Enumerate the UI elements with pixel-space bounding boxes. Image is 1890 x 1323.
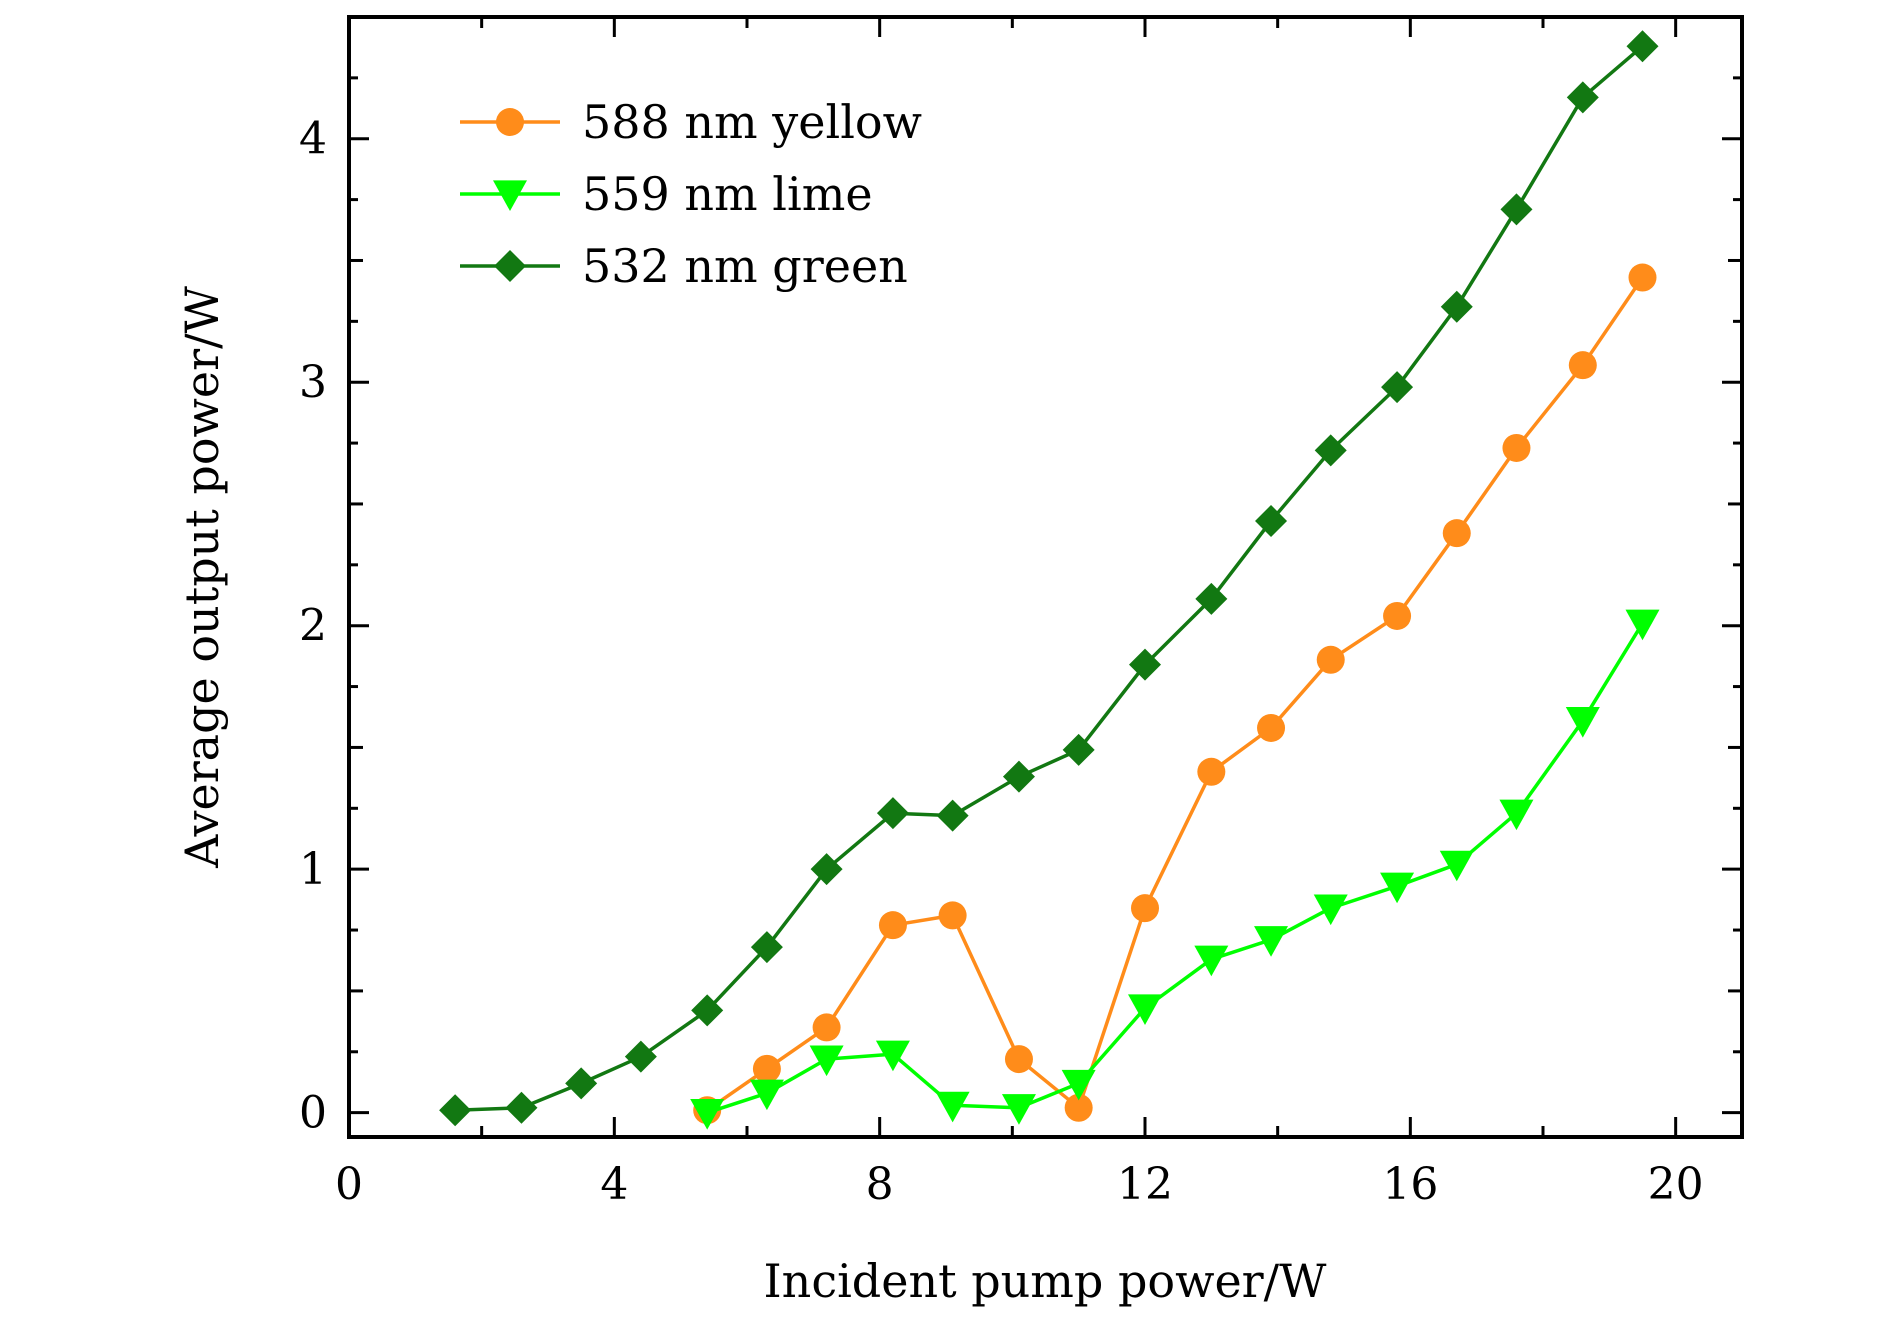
data-point-588-nm-yellow	[1442, 519, 1471, 548]
y-tick-label: 0	[299, 1088, 327, 1139]
x-tick-label: 0	[335, 1159, 363, 1210]
series-line-559-nm-lime	[706, 622, 1644, 1115]
series-588-nm-yellow	[693, 263, 1657, 1125]
data-point-559-nm-lime	[875, 1040, 910, 1072]
data-point-559-nm-lime	[809, 1045, 844, 1077]
data-point-532-nm-green	[624, 1040, 657, 1073]
data-point-588-nm-yellow	[1004, 1045, 1033, 1074]
data-point-532-nm-green	[1255, 505, 1288, 537]
y-tick-label: 2	[299, 601, 327, 652]
data-point-559-nm-lime	[1625, 609, 1660, 641]
legend-item-588-nm-yellow: 588 nm yellow	[460, 95, 922, 149]
data-point-532-nm-green	[1566, 81, 1599, 114]
plot-frame	[347, 15, 1744, 1139]
data-point-559-nm-lime	[749, 1079, 784, 1111]
data-point-588-nm-yellow	[1257, 713, 1286, 742]
x-tick-label: 8	[866, 1159, 894, 1210]
data-point-532-nm-green	[1381, 371, 1414, 404]
x-tick-label: 12	[1117, 1159, 1173, 1210]
data-point-559-nm-lime	[1194, 945, 1229, 977]
data-point-559-nm-lime	[1380, 872, 1415, 904]
data-point-532-nm-green	[1500, 193, 1533, 226]
data-point-532-nm-green	[810, 853, 843, 886]
data-point-532-nm-green	[750, 931, 783, 964]
data-point-532-nm-green	[1314, 434, 1347, 467]
legend-item-532-nm-green: 532 nm green	[460, 239, 908, 293]
series-layer	[439, 30, 1660, 1130]
data-point-532-nm-green	[1440, 290, 1473, 323]
data-point-532-nm-green	[1002, 760, 1035, 793]
data-point-588-nm-yellow	[1568, 351, 1597, 380]
data-point-588-nm-yellow	[1197, 757, 1226, 786]
data-point-559-nm-lime	[690, 1099, 725, 1130]
legend-item-559-nm-lime: 559 nm lime	[460, 167, 873, 221]
data-point-588-nm-yellow	[1064, 1093, 1093, 1122]
legend-marker	[493, 180, 527, 211]
series-line-588-nm-yellow	[706, 276, 1644, 1112]
data-point-532-nm-green	[936, 799, 969, 832]
data-point-588-nm-yellow	[878, 911, 907, 940]
data-point-588-nm-yellow	[1502, 433, 1531, 462]
legend-marker	[496, 108, 524, 136]
data-point-559-nm-lime	[1128, 994, 1162, 1025]
data-point-532-nm-green	[1195, 582, 1228, 615]
y-axis-label: Average output power/W	[175, 285, 229, 868]
x-tick-label: 16	[1382, 1159, 1438, 1210]
data-point-588-nm-yellow	[1131, 894, 1159, 923]
data-point-559-nm-lime	[1313, 894, 1348, 926]
data-point-588-nm-yellow	[812, 1013, 841, 1042]
y-tick-label: 3	[299, 357, 327, 408]
axis-ticks	[347, 15, 1742, 1137]
data-point-588-nm-yellow	[1628, 263, 1657, 292]
data-point-532-nm-green	[505, 1091, 538, 1124]
data-point-559-nm-lime	[1499, 799, 1534, 831]
legend-label: 532 nm green	[582, 239, 908, 293]
y-tick-label: 1	[299, 844, 327, 895]
series-559-nm-lime	[690, 609, 1660, 1130]
series-line-532-nm-green	[455, 44, 1644, 1112]
data-point-559-nm-lime	[1254, 926, 1289, 957]
data-point-559-nm-lime	[1061, 1069, 1096, 1101]
data-point-532-nm-green	[565, 1067, 598, 1100]
data-point-559-nm-lime	[935, 1091, 970, 1123]
data-point-588-nm-yellow	[938, 901, 967, 930]
x-tick-label: 20	[1648, 1159, 1704, 1210]
data-point-559-nm-lime	[1439, 850, 1474, 882]
x-axis-label: Incident pump power/W	[764, 1254, 1328, 1308]
legend-marker	[494, 250, 526, 282]
data-point-532-nm-green	[439, 1094, 472, 1127]
data-point-532-nm-green	[1129, 648, 1161, 681]
data-point-559-nm-lime	[1001, 1094, 1036, 1125]
series-532-nm-green	[439, 30, 1659, 1127]
data-point-532-nm-green	[1626, 30, 1659, 63]
data-point-588-nm-yellow	[752, 1054, 781, 1083]
x-tick-label: 4	[600, 1159, 628, 1210]
data-point-588-nm-yellow	[1316, 645, 1345, 674]
data-point-588-nm-yellow	[1383, 601, 1412, 630]
data-point-532-nm-green	[1062, 733, 1095, 766]
data-point-532-nm-green	[876, 797, 909, 830]
data-point-559-nm-lime	[1565, 707, 1600, 738]
legend-label: 559 nm lime	[582, 167, 873, 221]
y-tick-label: 4	[299, 114, 327, 165]
legend-label: 588 nm yellow	[582, 95, 922, 149]
legend: 588 nm yellow 559 nm lime 532 nm green	[460, 95, 922, 293]
data-point-532-nm-green	[691, 994, 724, 1027]
